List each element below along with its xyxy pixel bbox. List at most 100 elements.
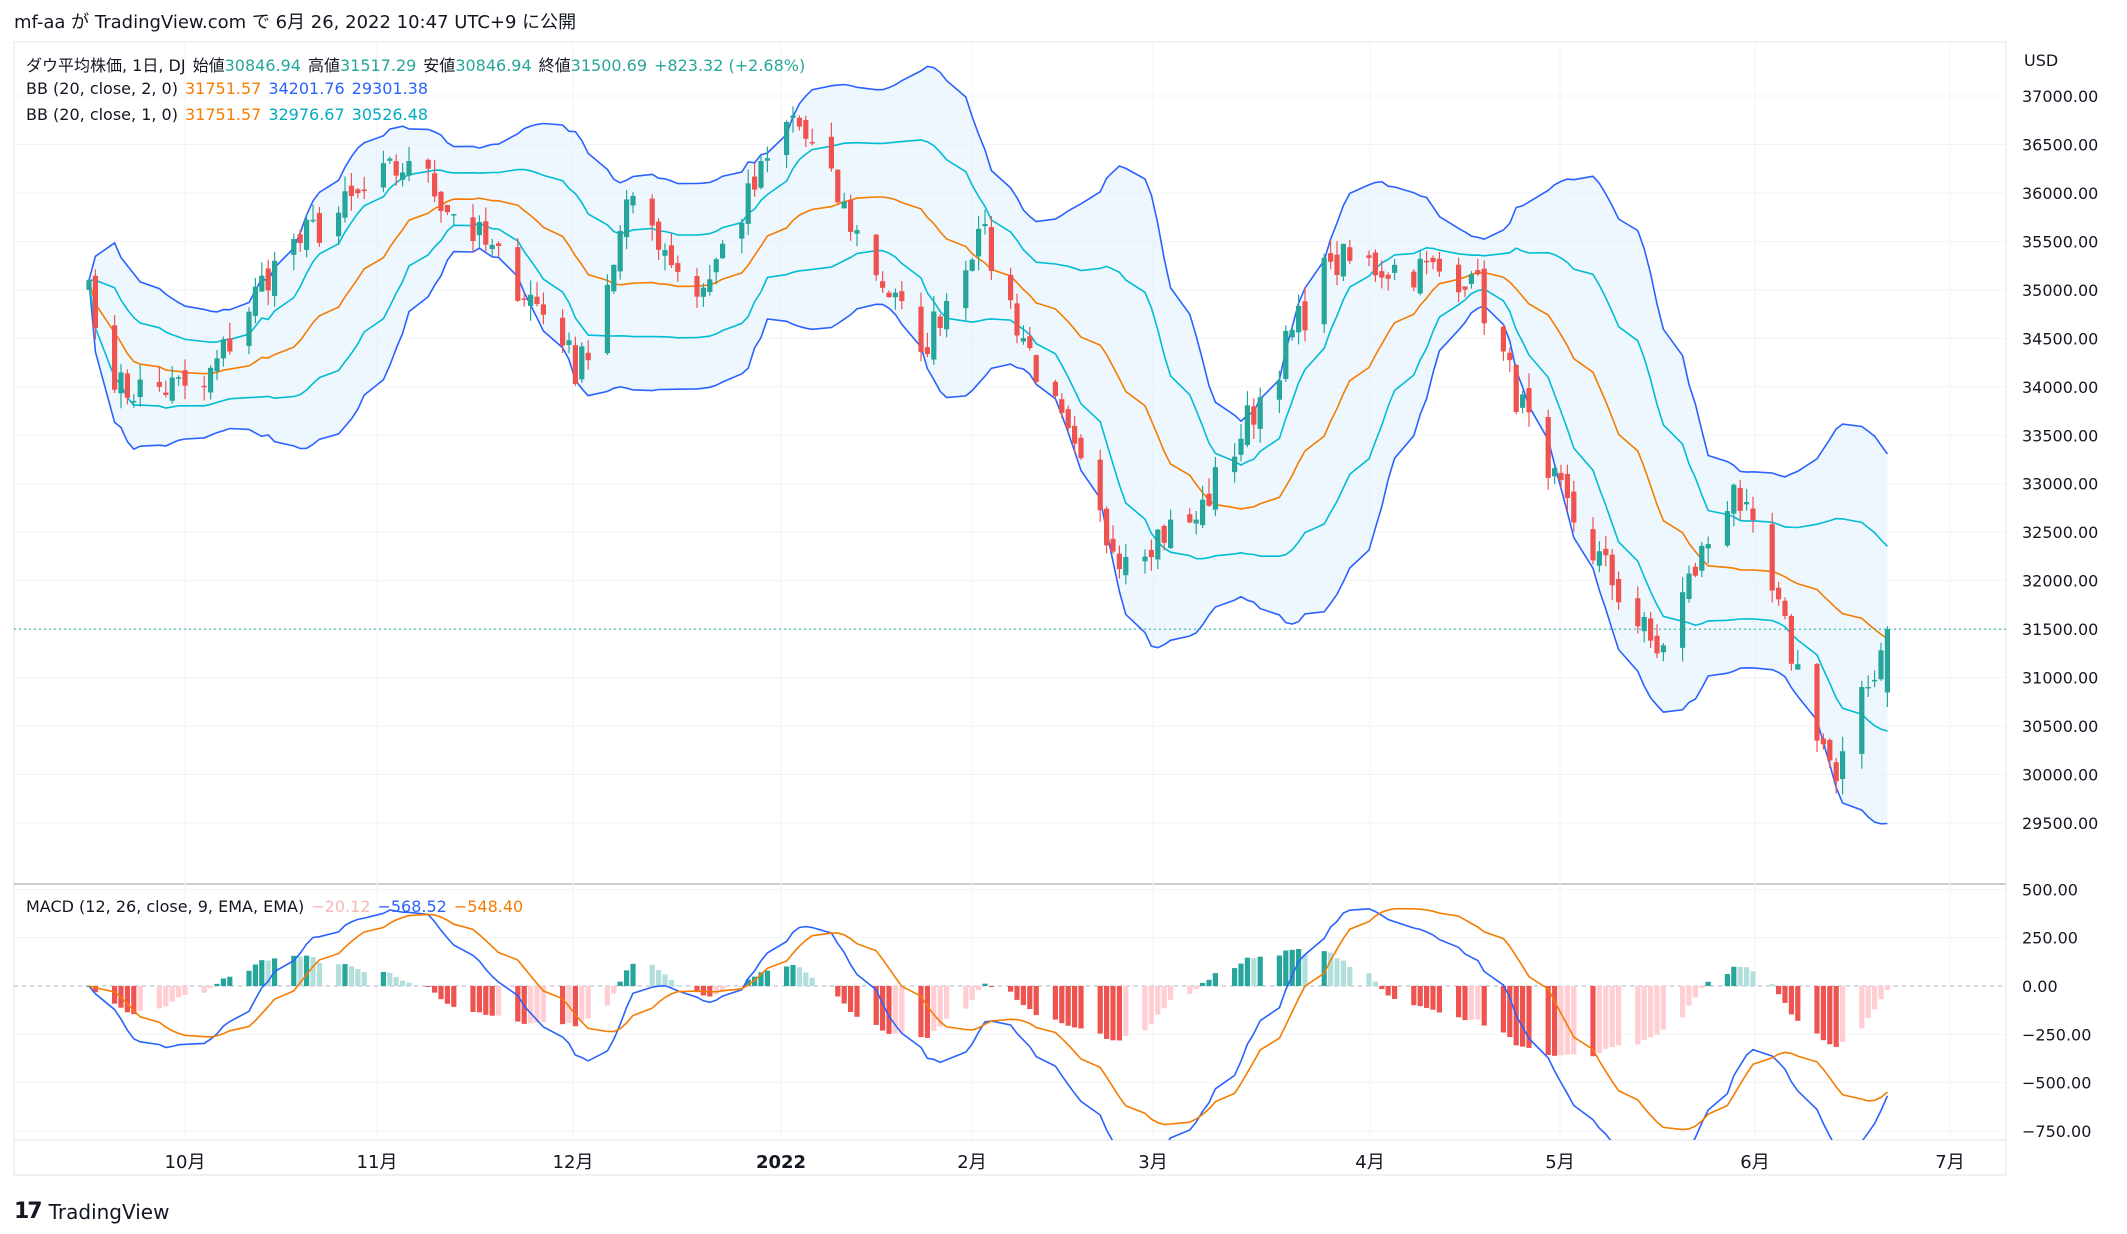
candle-body [1059,399,1065,413]
macd-histogram-bar [438,986,444,1000]
candle [259,262,265,292]
macd-histogram-bar [425,986,431,987]
price-tick-label: 36500.00 [2022,135,2098,154]
candle [444,204,450,216]
candle-body [1340,243,1346,277]
macd-histogram-bar [342,964,348,986]
candle-body [1372,252,1378,276]
macd-histogram-bar [265,960,271,986]
signal-line [88,907,1888,1131]
candle [1347,239,1353,264]
candle-body [1276,380,1282,400]
candle [668,233,674,269]
candle [380,150,386,193]
candle [1257,387,1263,443]
candle [1520,390,1526,414]
candle-body [521,298,527,300]
candle-body [585,352,591,361]
macd-histogram-bar [713,986,719,995]
candle [272,251,278,307]
candle [1283,325,1289,382]
candle-body [944,300,950,330]
candle [1193,511,1199,535]
candle-body [163,392,169,395]
candle-body [387,158,393,161]
macd-histogram-bar [924,986,930,1038]
candle [1724,501,1730,548]
candle [758,154,764,190]
candle-body [662,250,668,256]
macd-histogram-bar [1635,986,1641,1045]
macd-line [88,907,1889,1140]
candle-body [1097,459,1103,511]
candle [572,336,578,386]
candle-body [1436,258,1442,272]
candle [387,156,393,164]
footer-brand[interactable]: 17 TradingView [14,1199,169,1224]
candle-body [1571,491,1577,523]
candle-body [1475,270,1481,275]
candle [579,342,585,383]
candle-body [1795,664,1801,670]
candle [489,238,495,257]
macd-histogram-bar [1200,982,1206,986]
macd-histogram-bar [1014,986,1020,1000]
macd-line-value: −568.52 [377,897,447,916]
candle-body [1065,409,1071,429]
candle-body [1078,437,1084,459]
macd-histogram-bar [675,985,681,987]
macd-histogram-bar [1379,986,1385,990]
candle [1769,512,1775,603]
candle-body [252,286,258,316]
candle [1744,488,1750,511]
macd-histogram-bar [1500,986,1506,1033]
macd-histogram-bar [976,986,982,991]
candle [521,293,527,307]
candle [675,255,681,282]
macd-histogram-bar [1776,986,1782,995]
candle-body [1238,438,1244,455]
candle-body [393,161,399,176]
candle-body [880,281,886,288]
candle-body [380,163,386,188]
macd-histogram-bar [92,986,98,993]
macd-histogram-bar [1296,948,1302,986]
macd-histogram-bar [336,964,342,986]
candle-body [1033,355,1039,382]
candle-body [803,119,809,139]
macd-histogram-bar [841,986,847,1004]
macd-histogram-bar [316,962,322,986]
candle-body [483,221,489,245]
macd-histogram-bar [848,986,854,1012]
candle-body [214,358,220,372]
macd-histogram-bar [899,986,905,1033]
candle-body [1513,364,1519,412]
macd-histogram-bar [1104,986,1110,1039]
macd-histogram-bar [1232,968,1238,986]
bb1-label: BB (20, close, 1, 0) [26,105,178,124]
candle [1212,456,1218,517]
candle [982,209,988,235]
time-tick-label: 11月 [357,1152,398,1173]
candle [969,257,975,272]
macd-histogram-bar [1417,986,1423,1007]
candle [400,163,406,187]
candle-body [297,234,303,244]
candle-body [988,227,994,271]
candle-body [1481,268,1487,324]
candle [1609,548,1615,601]
candle-body [1776,587,1782,600]
macd-histogram-bar [1161,986,1167,1009]
candle [336,206,342,246]
candle-body [1385,274,1391,279]
candle [342,176,348,223]
candle-body [1820,738,1826,745]
candle-body [707,279,713,292]
candle [1123,543,1129,585]
macd-histogram-bar [1257,956,1263,986]
macd-histogram-bar [1340,960,1346,986]
macd-histogram-bar [1385,986,1391,996]
candle-body [1212,467,1218,510]
candle [1648,611,1654,648]
